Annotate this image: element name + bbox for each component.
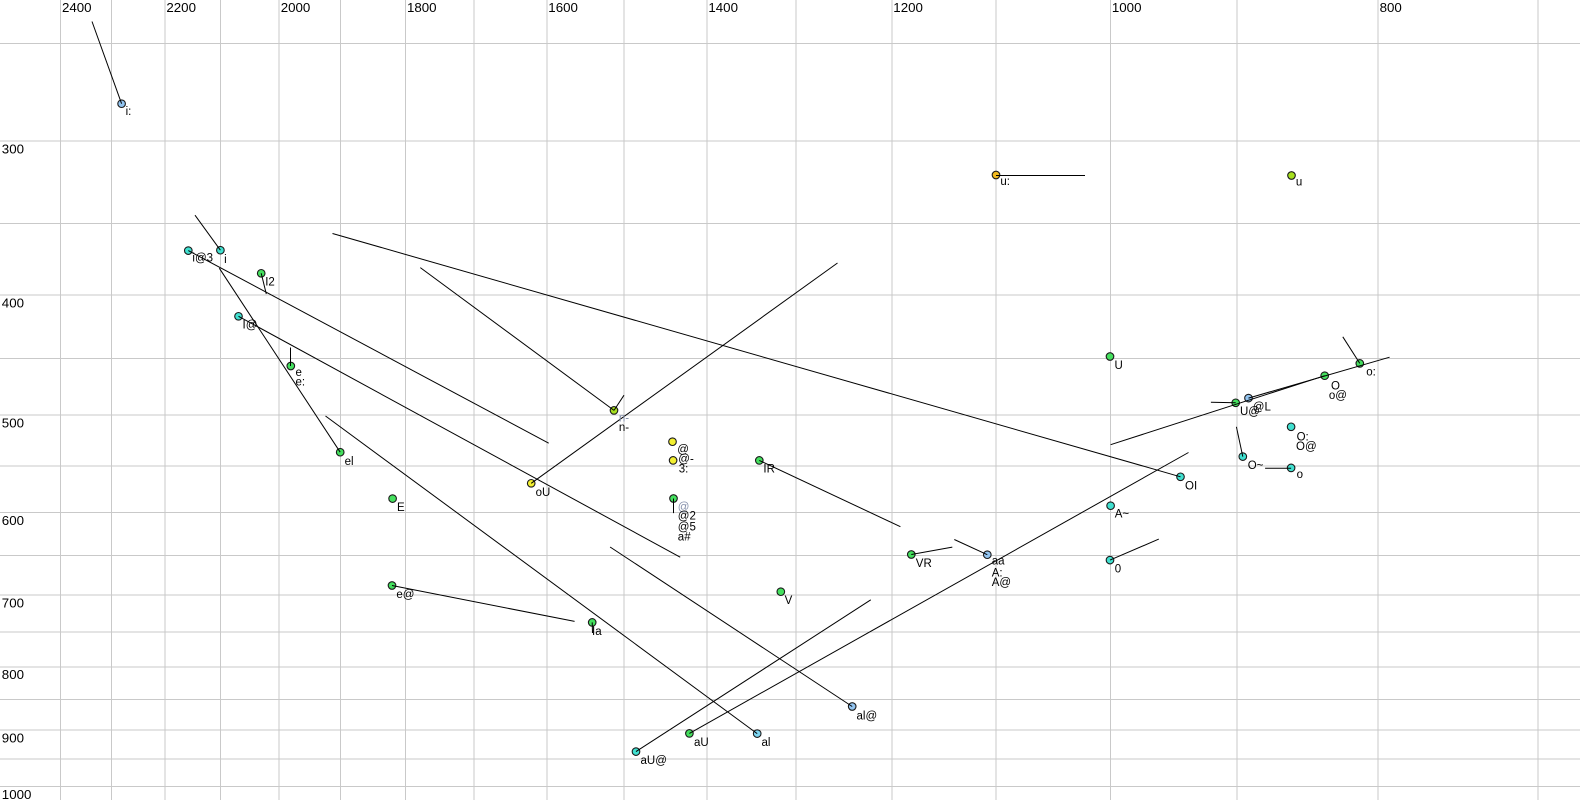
svg-text:O~: O~ xyxy=(1248,460,1264,472)
svg-text:1000: 1000 xyxy=(2,787,32,800)
svg-text:i:: i: xyxy=(126,106,132,118)
svg-text:A@: A@ xyxy=(992,577,1011,589)
svg-text:al@: al@ xyxy=(857,711,878,723)
svg-text:u:: u: xyxy=(1000,176,1010,188)
svg-text:A:: A: xyxy=(992,568,1003,580)
svg-text:1800: 1800 xyxy=(407,0,437,15)
svg-text:2000: 2000 xyxy=(281,0,311,15)
svg-text:n-: n- xyxy=(619,422,629,434)
svg-text:VR: VR xyxy=(916,558,932,570)
svg-text:I@: I@ xyxy=(243,319,258,331)
svg-text:el: el xyxy=(345,456,354,468)
svg-text:aU@: aU@ xyxy=(641,755,667,767)
svg-text:u: u xyxy=(1296,176,1302,188)
svg-text:@: @ xyxy=(677,444,689,456)
svg-text:600: 600 xyxy=(2,513,24,528)
svg-text:n-: n- xyxy=(619,412,629,424)
svg-text:o: o xyxy=(1297,469,1303,481)
svg-text:300: 300 xyxy=(2,141,24,156)
svg-text:3:: 3: xyxy=(679,463,689,475)
svg-text:500: 500 xyxy=(2,415,24,430)
svg-text:e:: e: xyxy=(296,376,306,388)
svg-text:900: 900 xyxy=(2,730,24,745)
svg-text:800: 800 xyxy=(2,667,24,682)
svg-text:1200: 1200 xyxy=(893,0,923,15)
svg-text:i: i xyxy=(224,254,227,266)
svg-text:700: 700 xyxy=(2,596,24,611)
svg-text:O@: O@ xyxy=(1296,441,1317,453)
svg-text:e: e xyxy=(296,367,302,379)
svg-text:IR: IR xyxy=(763,464,775,476)
svg-text:400: 400 xyxy=(2,296,24,311)
svg-text:2200: 2200 xyxy=(166,0,196,15)
svg-text:oU: oU xyxy=(536,487,551,499)
svg-text:@L: @L xyxy=(1253,402,1272,414)
svg-text:1400: 1400 xyxy=(708,0,738,15)
svg-text:OI: OI xyxy=(1185,481,1197,493)
svg-text:aU: aU xyxy=(694,737,709,749)
svg-text:@-: @- xyxy=(678,453,694,465)
svg-text:@5: @5 xyxy=(678,522,696,534)
svg-text:1600: 1600 xyxy=(548,0,578,15)
svg-text:o@: o@ xyxy=(1329,390,1347,402)
svg-text:aa: aa xyxy=(992,556,1005,568)
svg-text:U: U xyxy=(1115,360,1123,372)
svg-text:A~: A~ xyxy=(1115,508,1130,520)
svg-text:0: 0 xyxy=(1115,564,1121,576)
svg-text:800: 800 xyxy=(1380,0,1402,15)
svg-text:e@: e@ xyxy=(396,589,414,601)
svg-text:i@3: i@3 xyxy=(192,253,213,265)
svg-text:V: V xyxy=(785,595,793,607)
svg-text:@2: @2 xyxy=(678,511,696,523)
svg-text:o:: o: xyxy=(1366,366,1376,378)
svg-text:U@: U@ xyxy=(1240,406,1260,418)
svg-text:a#: a# xyxy=(678,532,691,544)
svg-text:O: O xyxy=(1331,380,1340,392)
svg-text:al: al xyxy=(762,737,771,749)
svg-text:@: @ xyxy=(678,502,690,514)
svg-text:Ia: Ia xyxy=(592,626,602,638)
svg-text:O:: O: xyxy=(1297,431,1309,443)
svg-text:2400: 2400 xyxy=(62,0,92,15)
svg-text:E: E xyxy=(397,502,405,514)
svg-text:I2: I2 xyxy=(265,276,275,288)
svg-text:1000: 1000 xyxy=(1112,0,1142,15)
